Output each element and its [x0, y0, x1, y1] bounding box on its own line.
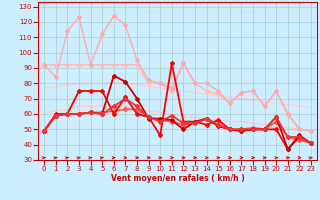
X-axis label: Vent moyen/en rafales ( km/h ): Vent moyen/en rafales ( km/h ) [111, 174, 244, 183]
